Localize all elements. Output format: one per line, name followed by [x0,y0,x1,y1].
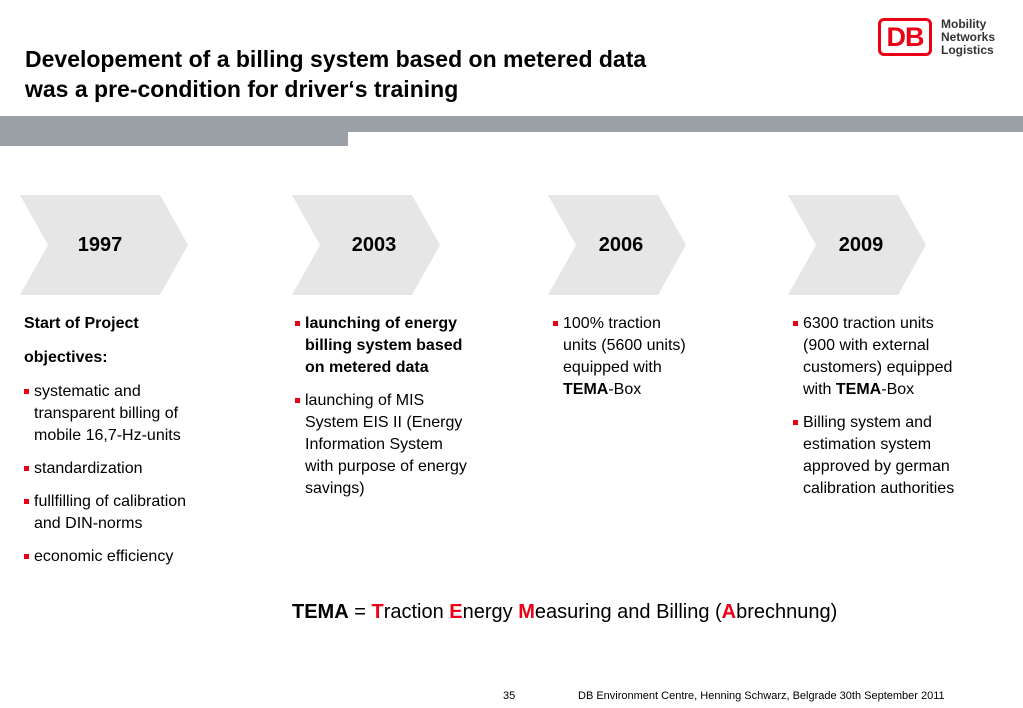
bullet-list: 100% traction units (5600 units) equippe… [553,313,693,401]
item-text-bold: TEMA [835,381,882,398]
timeline-chevron-2003: 2003 [292,195,458,295]
item-text: 6300 traction units (900 with external c… [803,315,953,398]
timeline-year: 2009 [838,233,884,256]
tema-word: easuring and Billing ( [534,601,722,623]
col-heading-objectives: objectives: [24,349,108,366]
slide-title: Developement of a billing system based o… [25,44,785,104]
tema-word: nergy [462,601,519,623]
item-text: -Box [881,381,915,398]
tema-equals: = [348,601,372,623]
bullet-list: systematic and transparent billing of mo… [24,381,204,568]
tema-letter-m: M [518,601,535,623]
item-text: 100% traction units (5600 units) equippe… [563,315,686,376]
tema-word: raction [383,601,450,623]
timeline-year: 1997 [77,233,123,256]
db-logo-mark: DB [878,18,932,56]
timeline-chevron-2009: 2009 [788,195,954,295]
item-text: -Box [608,381,642,398]
timeline-year: 2006 [598,233,644,256]
list-item: systematic and transparent billing of mo… [24,381,204,447]
list-item: economic efficiency [24,546,204,568]
list-item: fullfilling of calibration and DIN-norms [24,491,204,535]
header-divider-bar-left [0,132,348,146]
list-item: standardization [24,458,204,480]
footer-text: DB Environment Centre, Henning Schwarz, … [578,690,945,702]
list-item: Billing system and estimation system app… [793,412,963,500]
header-divider-bar [0,116,1023,132]
logo-line-logistics: Logistics [941,43,994,57]
chevron-shape [292,195,440,295]
bullet-list: launching of energy billing system based… [295,313,470,500]
column-1997: Start of Project objectives: systematic … [24,313,204,579]
tema-definition: TEMA = Traction Energy Measuring and Bil… [292,601,837,624]
chevron-shape [548,195,686,295]
column-2003: launching of energy billing system based… [295,313,470,511]
tema-letter-t: T [371,601,384,623]
list-item: 6300 traction units (900 with external c… [793,313,963,401]
timeline-year: 2003 [351,233,397,256]
tema-word: brechnung) [736,601,838,623]
column-2006: 100% traction units (5600 units) equippe… [553,313,693,412]
db-logo-text: Mobility Networks Logistics [941,18,995,57]
item-text-bold: TEMA [563,381,609,398]
list-item: launching of energy billing system based… [295,313,470,379]
chevron-shape [788,195,926,295]
column-2009: 6300 traction units (900 with external c… [793,313,963,511]
chevron-shape [20,195,188,295]
title-line-2: was a pre-condition for driver‘s trainin… [25,76,459,102]
col-heading-start: Start of Project [24,315,139,332]
logo-line-mobility: Mobility [941,17,987,31]
list-item: 100% traction units (5600 units) equippe… [553,313,693,401]
tema-abbr: TEMA [292,601,349,623]
timeline-chevron-1997: 1997 [20,195,188,295]
db-logo: DB Mobility Networks Logistics [878,18,1008,62]
list-item: launching of MIS System EIS II (Energy I… [295,390,470,500]
logo-line-networks: Networks [941,30,996,44]
timeline-chevron-2006: 2006 [548,195,714,295]
page-number: 35 [503,690,516,702]
bullet-list: 6300 traction units (900 with external c… [793,313,963,500]
title-line-1: Developement of a billing system based o… [25,46,647,72]
tema-letter-a: A [721,601,737,623]
tema-letter-e: E [449,601,463,623]
